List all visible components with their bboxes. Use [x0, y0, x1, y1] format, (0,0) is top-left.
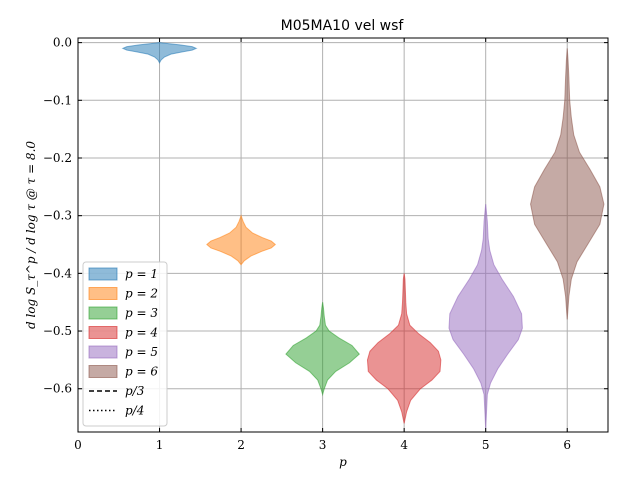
legend-swatch-p2 [88, 287, 118, 300]
violin-p6 [530, 48, 605, 320]
y-tick-label: −0.2 [43, 151, 72, 165]
chart-title: M05MA10 vel wsf [281, 18, 405, 34]
y-tick-label: −0.6 [43, 382, 72, 396]
legend-label-p3: p = 3 [125, 306, 158, 320]
legend-box [82, 261, 168, 427]
legend-label-p5: p = 5 [125, 345, 158, 359]
violin-p1 [121, 42, 198, 64]
legend-label-p4: p = 4 [125, 326, 158, 340]
y-axis-label: d log S_τ^p / d log τ @ τ = 8.0 [24, 141, 38, 329]
x-axis-ticks: 0 1 2 3 4 5 6 [74, 38, 571, 452]
violin-p5 [448, 204, 523, 430]
legend-label-dotted: p/4 [125, 404, 144, 418]
violins [121, 42, 605, 430]
x-tick-label: 0 [74, 438, 82, 452]
y-tick-label: −0.3 [43, 209, 72, 223]
legend-swatch-p5 [88, 345, 118, 359]
legend-label-p6: p = 6 [125, 365, 158, 379]
y-tick-label: −0.5 [43, 324, 72, 338]
x-tick-label: 3 [319, 438, 327, 452]
legend: p = 1 p = 2 p = 3 p = 4 p = 5 p = 6 p/3 p/4 [82, 261, 168, 427]
legend-swatch-p3 [88, 306, 118, 320]
violin-p3 [285, 302, 361, 397]
violin-p4 [366, 273, 442, 424]
x-axis-label: p [339, 455, 347, 469]
x-tick-label: 2 [237, 438, 245, 452]
y-tick-label: −0.4 [43, 266, 73, 280]
legend-swatch-p4 [88, 326, 118, 339]
x-tick-label: 6 [563, 438, 571, 452]
legend-swatch-p6 [88, 365, 118, 378]
x-tick-label: 5 [482, 438, 490, 452]
legend-swatch-p1 [88, 267, 118, 281]
legend-label-p1: p = 1 [125, 267, 158, 281]
violin-p2 [206, 214, 277, 266]
x-tick-label: 4 [400, 438, 408, 452]
y-tick-label: 0.0 [53, 36, 72, 50]
y-tick-label: −0.1 [43, 93, 72, 107]
plot-frame [77, 37, 609, 433]
legend-label-dashed: p/3 [125, 384, 145, 398]
x-tick-label: 1 [156, 438, 164, 452]
legend-label-p2: p = 2 [125, 287, 158, 301]
y-axis-ticks: 0.0 −0.1 −0.2 −0.3 −0.4 −0.5 −0.6 [43, 36, 608, 396]
